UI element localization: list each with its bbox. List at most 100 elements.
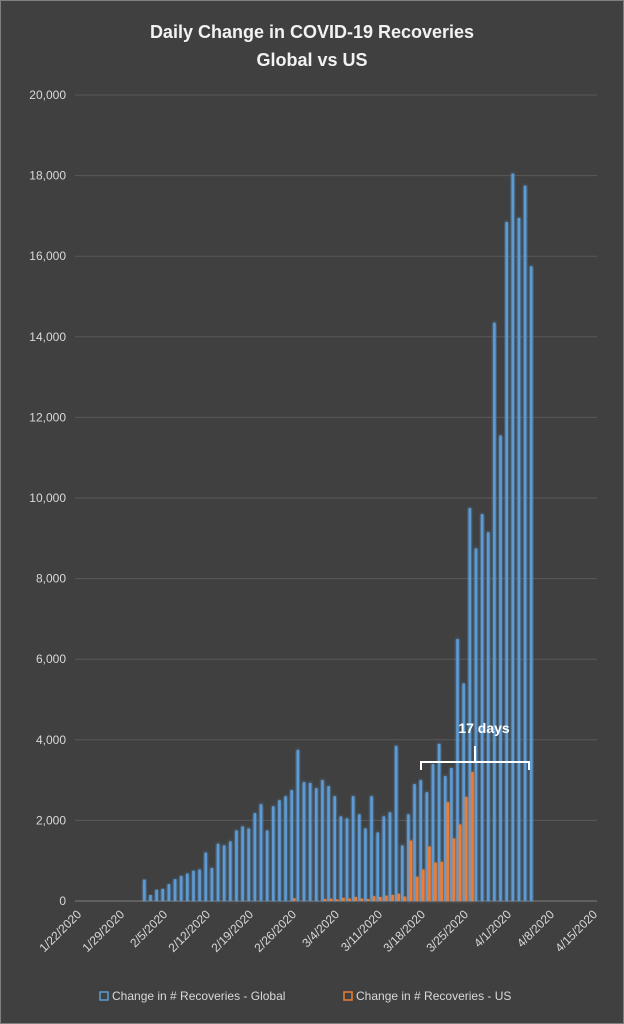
bar — [186, 873, 189, 901]
bar — [428, 846, 431, 901]
bar — [440, 861, 443, 901]
bar — [339, 816, 343, 901]
bracket-line — [420, 746, 530, 770]
y-tick-label: 0 — [59, 894, 66, 908]
bar — [357, 814, 361, 901]
bar — [529, 266, 533, 901]
bar — [336, 899, 339, 901]
bar — [155, 889, 158, 901]
y-tick-label: 14,000 — [29, 330, 66, 344]
bar — [397, 893, 400, 901]
y-tick-label: 12,000 — [29, 410, 66, 424]
bar — [333, 796, 336, 901]
bar — [366, 898, 370, 901]
bar — [486, 532, 490, 901]
legend-swatch — [99, 991, 109, 1001]
bar — [229, 841, 232, 901]
bar — [409, 840, 413, 901]
bar — [247, 828, 251, 901]
chart-subtitle: Global vs US — [256, 50, 367, 70]
bar — [167, 884, 171, 901]
bar — [370, 796, 373, 901]
bar — [327, 786, 330, 901]
bar — [493, 322, 496, 901]
bar — [290, 790, 294, 901]
bar — [372, 896, 376, 901]
bar — [419, 780, 422, 901]
bar — [192, 870, 195, 901]
bar — [400, 845, 404, 901]
bar — [446, 802, 450, 901]
y-tick-label: 4,000 — [36, 733, 66, 747]
y-tick-label: 2,000 — [36, 813, 66, 827]
bar — [222, 845, 226, 901]
bar — [210, 867, 214, 901]
bar — [468, 508, 472, 901]
bar — [517, 217, 521, 902]
y-tick-label: 20,000 — [29, 88, 66, 102]
bar — [480, 514, 484, 901]
bar — [385, 895, 388, 901]
bar — [284, 796, 287, 901]
bar — [179, 876, 183, 901]
bar — [265, 830, 269, 901]
bar — [391, 894, 394, 901]
bar — [241, 826, 244, 901]
y-tick-label: 16,000 — [29, 249, 66, 263]
bar — [314, 788, 318, 901]
chart-title: Daily Change in COVID-19 Recoveries — [150, 22, 474, 42]
legend-label: Change in # Recoveries - US — [356, 989, 511, 1003]
annotation-bracket — [420, 746, 530, 770]
bar — [394, 745, 398, 901]
y-tick-label: 6,000 — [36, 652, 66, 666]
bar — [452, 838, 456, 901]
bar — [149, 894, 152, 901]
bar — [348, 898, 351, 901]
bar — [464, 797, 468, 901]
bar — [296, 749, 300, 901]
bar — [321, 780, 324, 901]
bar — [434, 862, 437, 901]
bar — [407, 814, 410, 901]
annotation: 17 days — [458, 720, 510, 736]
bar — [278, 800, 281, 901]
y-tick-label: 8,000 — [36, 572, 66, 586]
bar — [403, 896, 407, 901]
bar — [351, 796, 355, 901]
bar — [259, 804, 263, 901]
bar — [204, 852, 208, 901]
bar — [382, 816, 386, 901]
bar — [329, 898, 333, 901]
bar — [474, 548, 478, 901]
bar — [376, 832, 379, 901]
bar — [415, 876, 419, 901]
bar — [505, 221, 508, 901]
bar — [458, 824, 462, 901]
bar — [499, 435, 502, 901]
bar — [293, 898, 296, 901]
bar — [143, 879, 146, 901]
bar — [345, 818, 349, 901]
y-tick-label: 10,000 — [29, 491, 66, 505]
bar — [235, 830, 238, 901]
bar — [511, 173, 515, 901]
bar — [253, 813, 257, 901]
bar — [272, 806, 275, 901]
bar — [456, 639, 459, 901]
bar — [198, 869, 201, 901]
bar — [378, 896, 382, 901]
bar — [471, 772, 474, 901]
legend-swatch — [343, 991, 353, 1001]
bar — [450, 768, 453, 901]
bar — [413, 784, 416, 901]
bar — [364, 828, 367, 901]
bar — [431, 763, 435, 901]
y-tick-label: 18,000 — [29, 169, 66, 183]
bar — [388, 812, 392, 901]
bar — [323, 898, 327, 901]
bar — [173, 879, 177, 901]
bar — [425, 792, 429, 901]
bar — [342, 897, 345, 901]
